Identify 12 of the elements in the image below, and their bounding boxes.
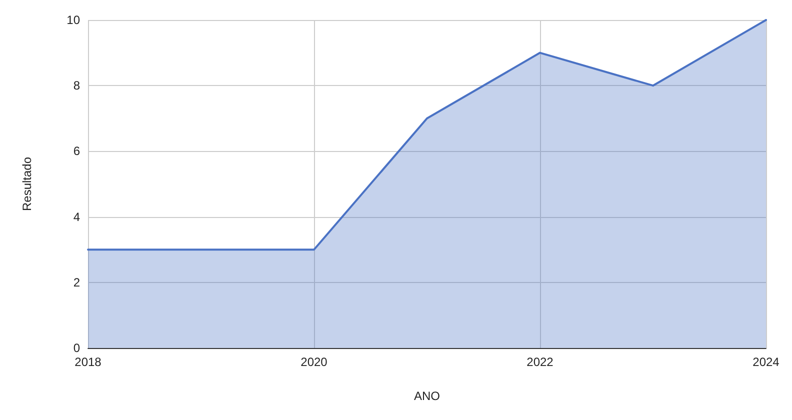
y-tick-label: 10 [66, 13, 80, 27]
x-axis-title: ANO [414, 389, 440, 403]
y-axis-title: Resultado [20, 156, 34, 212]
y-tick-label: 6 [73, 144, 80, 158]
y-tick-label: 4 [73, 210, 80, 224]
x-tick-label: 2018 [74, 355, 102, 369]
y-tick-label: 8 [73, 78, 80, 93]
x-tick-label: 2024 [752, 355, 780, 369]
x-tick-label: 2020 [300, 355, 328, 369]
y-tick-label: 0 [73, 341, 80, 355]
x-tick-label: 2022 [526, 355, 554, 369]
y-tick-label: 2 [73, 275, 80, 290]
